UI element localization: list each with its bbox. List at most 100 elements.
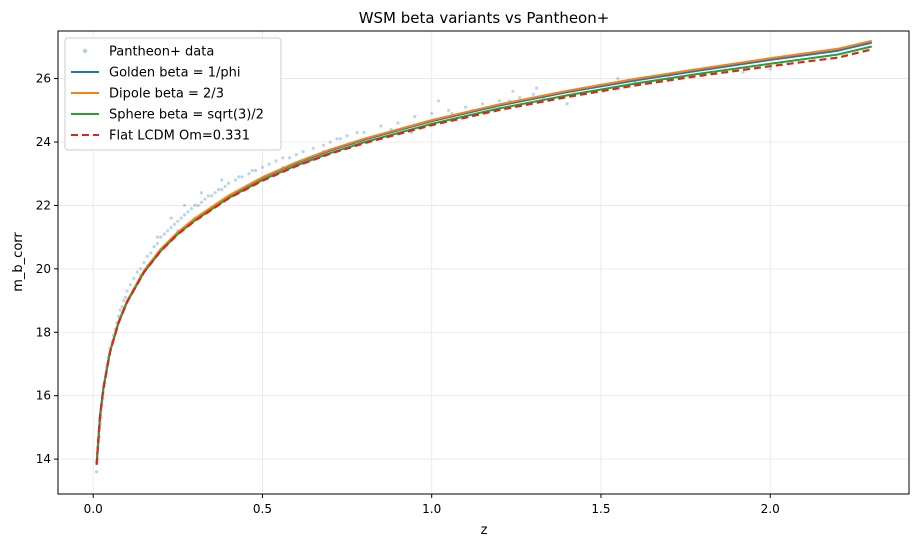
legend-swatch-scatter [82,48,88,54]
data-point [199,200,204,204]
data-point [335,137,339,141]
data-point [145,254,149,258]
data-point [301,149,305,154]
data-point [518,96,522,100]
data-point [531,92,535,96]
chart-title: WSM beta variants vs Pantheon+ [359,9,610,27]
data-point [338,137,342,141]
series-lines [95,39,873,465]
data-point [362,130,366,135]
data-point [95,470,99,474]
data-point [155,241,160,246]
data-point [149,251,153,255]
y-tick-label: 20 [36,262,51,276]
data-point [172,222,176,226]
data-point [511,89,515,93]
data-point [250,168,254,173]
y-axis-label: m_b_corr [11,232,26,292]
data-point [196,203,200,207]
data-point [464,105,468,109]
legend: Pantheon+ data Golden beta = 1/phi Dipole … [64,37,282,151]
data-point [396,121,400,125]
legend-label-3: Flat LCDM Om=0.331 [109,129,250,144]
data-point [120,305,124,309]
series-line-3 [95,48,873,465]
x-tick-label: 0.5 [253,502,272,516]
data-point [210,194,214,198]
data-point [193,203,197,207]
y-tick-label: 22 [36,198,51,212]
x-tick-label: 0.0 [84,502,103,516]
data-point [616,77,620,81]
data-point [741,70,745,74]
data-point [267,162,271,166]
data-point [240,175,244,179]
data-point [142,260,146,265]
data-point [176,219,180,223]
data-point [254,168,258,173]
data-point [233,178,237,182]
data-point [535,86,539,90]
data-point [430,111,434,116]
data-point [169,216,173,220]
legend-label-scatter: Pantheon+ data [109,45,214,60]
data-point [220,178,224,182]
data-point [183,203,187,207]
data-point [345,134,349,138]
y-tick-label: 16 [36,389,51,403]
data-point [355,130,359,135]
data-point [768,67,772,71]
data-point [281,156,285,160]
data-point [169,226,173,230]
data-point [321,143,325,147]
data-point [260,165,265,169]
legend-label-2: Sphere beta = sqrt(3)/2 [109,108,264,123]
data-point [480,102,485,106]
x-tick-label: 1.5 [591,502,610,516]
data-point [213,191,217,195]
x-axis: 0.0 0.5 1.0 1.5 2.0 [84,494,780,516]
data-point [186,210,190,214]
data-point [379,124,383,128]
data-point [565,102,569,106]
data-point [203,197,207,201]
data-point [216,188,221,192]
legend-label-0: Golden beta = 1/phi [109,66,241,81]
data-point [135,270,139,274]
data-point [152,245,156,249]
data-point [311,146,315,150]
data-point [447,108,451,112]
data-point [237,175,241,179]
data-point [139,267,143,271]
y-axis: 14 16 18 20 22 24 26 [36,72,58,466]
y-tick-label: 26 [36,72,51,86]
x-tick-label: 1.0 [422,502,441,516]
y-tick-label: 18 [36,325,51,339]
data-point [159,235,163,239]
data-point [206,194,210,198]
data-point [274,159,278,163]
data-point [118,308,122,312]
legend-box [64,37,282,151]
data-point [183,213,187,217]
data-point [247,172,251,176]
data-point [166,229,170,233]
data-point [189,207,193,211]
x-axis-label: z [481,523,488,538]
data-point [128,283,132,287]
data-point [132,276,136,280]
y-tick-label: 14 [36,452,51,466]
x-tick-label: 2.0 [761,502,780,516]
y-tick-label: 24 [36,135,51,149]
data-point [287,156,292,160]
data-point [179,216,183,220]
data-point [199,191,204,195]
data-point [123,295,127,299]
data-point [294,153,298,157]
data-point [227,181,231,185]
data-point [220,188,224,192]
data-point [122,299,126,303]
data-point [328,140,332,144]
data-point [155,235,160,239]
